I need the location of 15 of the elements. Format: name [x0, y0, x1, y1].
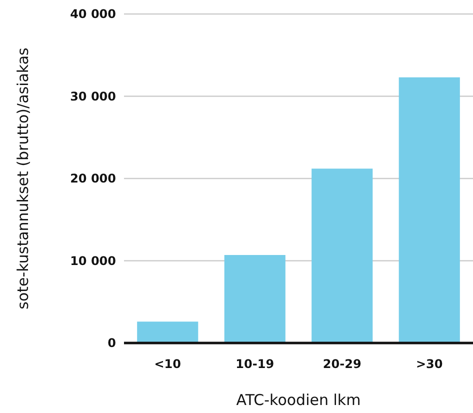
bar [312, 168, 373, 343]
y-tick-label: 30 000 [70, 89, 116, 104]
y-tick-label: 10 000 [70, 254, 116, 268]
x-tick-label: 10-19 [236, 357, 274, 371]
y-tick-label: 0 [108, 336, 116, 350]
x-tick-label: 20-29 [322, 357, 362, 371]
y-axis-title: sote-kustannukset (brutto)/asiakas [14, 47, 32, 310]
y-tick-label: 20 000 [70, 172, 116, 186]
x-tick-label: <10 [154, 357, 182, 371]
x-axis-title: ATC-koodien lkm [236, 391, 361, 409]
bar [398, 77, 460, 343]
x-tick-label: >30 [416, 357, 443, 371]
bar [137, 322, 198, 343]
y-tick-label: 40 000 [70, 7, 116, 22]
bar [224, 254, 286, 343]
